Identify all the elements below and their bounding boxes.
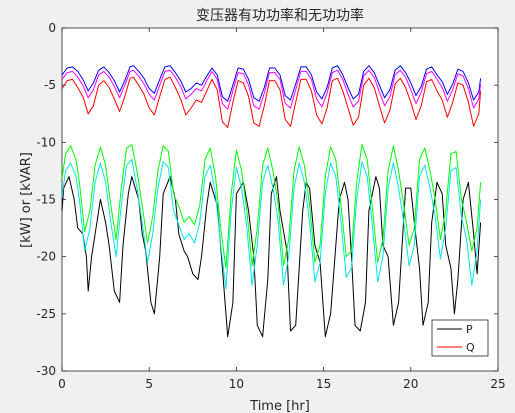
y-tick-label: -5 [44, 78, 56, 92]
y-tick-label: -20 [36, 250, 56, 264]
y-tick-label: -10 [36, 135, 56, 149]
y-tick-label: 0 [48, 21, 56, 35]
x-tick-label: 5 [145, 377, 153, 391]
legend-box [431, 319, 489, 357]
series-line-series3 [61, 144, 482, 269]
y-tick-label: -15 [36, 193, 56, 207]
legend-label-p: P [466, 323, 473, 336]
chart-title: 变压器有功功率和无功功率 [196, 7, 364, 24]
series-line-q [61, 76, 482, 128]
y-tick-label: -25 [36, 307, 56, 321]
series-line-series6 [61, 69, 482, 110]
y-axis-ticks: 0 -5 -10 -15 -20 -25 -30 [36, 21, 498, 378]
legend: P Q [431, 319, 489, 357]
series-layer [61, 65, 482, 338]
y-axis-label: [kW] or [kVAR] [19, 152, 34, 248]
series-line-series4 [61, 159, 482, 290]
x-tick-label: 20 [403, 377, 418, 391]
x-axis-label: Time [hr] [249, 399, 310, 413]
x-tick-label: 10 [229, 377, 244, 391]
series-line-series5 [61, 65, 482, 102]
y-tick-label: -30 [36, 364, 56, 378]
x-tick-label: 15 [316, 377, 331, 391]
x-tick-label: 25 [490, 377, 505, 391]
series-line-p [61, 176, 482, 338]
x-axis-ticks: 0 5 10 15 20 25 [58, 28, 506, 391]
legend-label-q: Q [466, 341, 475, 354]
x-tick-label: 0 [58, 377, 66, 391]
